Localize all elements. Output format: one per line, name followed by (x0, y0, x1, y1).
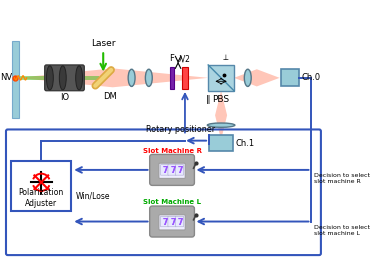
Text: Polarization
Adjuster: Polarization Adjuster (18, 188, 64, 208)
Text: $\perp$: $\perp$ (221, 52, 230, 62)
Ellipse shape (207, 123, 235, 127)
Polygon shape (234, 69, 280, 86)
Text: Laser: Laser (91, 39, 115, 48)
Text: 7: 7 (170, 218, 176, 227)
Text: DM: DM (103, 92, 117, 101)
Text: Slot Machine L: Slot Machine L (143, 199, 201, 205)
Text: F: F (169, 54, 175, 63)
FancyBboxPatch shape (45, 65, 84, 91)
Bar (208, 65, 234, 91)
Bar (11, 161, 71, 211)
Text: PBS: PBS (212, 95, 230, 104)
Bar (281, 69, 299, 86)
FancyBboxPatch shape (150, 154, 194, 185)
FancyBboxPatch shape (175, 216, 184, 227)
Text: IO: IO (60, 93, 69, 102)
FancyBboxPatch shape (168, 165, 176, 175)
Ellipse shape (46, 66, 53, 90)
Ellipse shape (76, 66, 83, 90)
Ellipse shape (128, 69, 135, 86)
Text: λ/2: λ/2 (179, 54, 191, 63)
Polygon shape (14, 62, 19, 93)
Text: 7: 7 (170, 166, 176, 175)
FancyBboxPatch shape (161, 165, 169, 175)
FancyBboxPatch shape (168, 216, 176, 227)
Text: Slot Machine R: Slot Machine R (142, 148, 202, 153)
FancyBboxPatch shape (161, 216, 169, 227)
Bar (12, 41, 19, 118)
Text: 7: 7 (178, 166, 183, 175)
Text: $\|$: $\|$ (205, 93, 210, 106)
Text: 7: 7 (178, 218, 183, 227)
Bar (209, 135, 233, 151)
Text: Decision to select
slot machine L: Decision to select slot machine L (314, 225, 370, 236)
Text: 7: 7 (163, 166, 168, 175)
FancyBboxPatch shape (159, 163, 185, 178)
Text: Decision to select
slot machine R: Decision to select slot machine R (314, 173, 370, 184)
Text: 7: 7 (170, 166, 176, 175)
Text: NV: NV (0, 73, 12, 82)
Text: 7: 7 (163, 166, 168, 175)
FancyBboxPatch shape (159, 215, 185, 230)
Text: Ch.1: Ch.1 (236, 139, 255, 148)
Polygon shape (215, 91, 227, 140)
Bar (182, 67, 188, 89)
Text: 7: 7 (163, 218, 168, 227)
Polygon shape (14, 76, 99, 79)
Text: 7: 7 (170, 218, 176, 227)
Bar (170, 67, 174, 89)
Ellipse shape (244, 69, 251, 86)
Polygon shape (17, 68, 208, 87)
Text: 7: 7 (178, 218, 183, 227)
Ellipse shape (59, 66, 66, 90)
Text: 7: 7 (163, 218, 168, 227)
FancyBboxPatch shape (150, 206, 194, 237)
Text: 7: 7 (178, 166, 183, 175)
Text: Rotary positioner: Rotary positioner (146, 125, 215, 134)
Ellipse shape (145, 69, 152, 86)
FancyBboxPatch shape (175, 165, 184, 175)
Text: Ch.0: Ch.0 (301, 73, 320, 82)
Text: Win/Lose: Win/Lose (76, 191, 110, 200)
